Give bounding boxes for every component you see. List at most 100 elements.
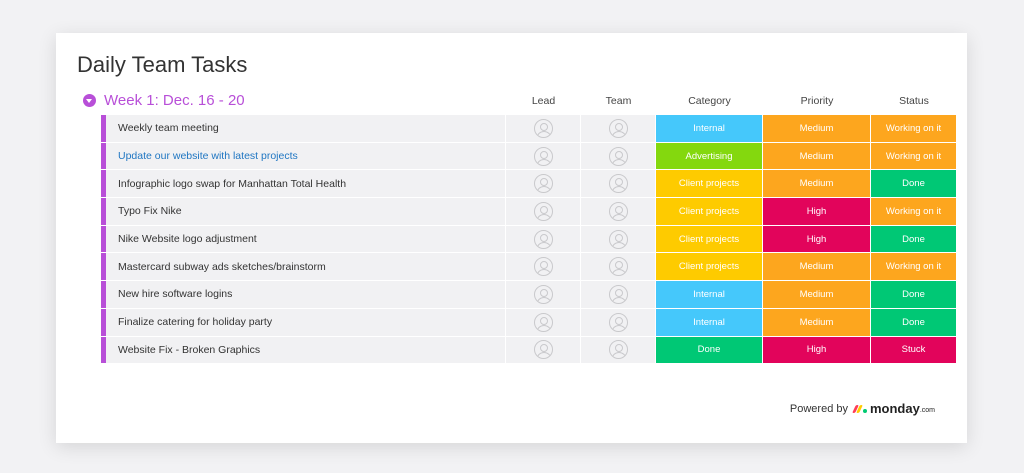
priority-cell[interactable]: Medium bbox=[762, 170, 870, 198]
status-cell[interactable]: Working on it bbox=[870, 198, 956, 225]
table-row: Typo Fix Nike Client projects High Working… bbox=[101, 198, 957, 226]
category-cell[interactable]: Done bbox=[655, 336, 762, 364]
team-cell[interactable] bbox=[580, 198, 655, 225]
table-row: Website Fix - Broken Graphics Done High St… bbox=[101, 336, 957, 365]
team-cell[interactable] bbox=[580, 281, 655, 308]
task-table: Weekly team meeting Internal Medium Workin… bbox=[101, 115, 957, 365]
person-icon bbox=[608, 201, 628, 221]
brand-name: monday bbox=[869, 401, 920, 416]
lead-cell[interactable] bbox=[505, 115, 580, 142]
table-row: New hire software logins Internal Medium D… bbox=[101, 281, 957, 309]
table-row: Nike Website logo adjustment Client proj… bbox=[101, 225, 957, 254]
person-icon bbox=[533, 284, 553, 304]
team-cell[interactable] bbox=[580, 253, 655, 281]
person-icon bbox=[608, 340, 628, 360]
category-cell[interactable]: Advertising bbox=[655, 142, 762, 170]
category-cell[interactable]: Internal bbox=[655, 308, 762, 336]
lead-cell[interactable] bbox=[505, 253, 580, 281]
lead-cell[interactable] bbox=[505, 198, 580, 225]
column-header-lead: Lead bbox=[531, 95, 556, 107]
category-cell[interactable]: Internal bbox=[655, 115, 762, 142]
group-color-bar bbox=[101, 281, 106, 308]
priority-cell[interactable]: High bbox=[762, 198, 870, 225]
lead-cell[interactable] bbox=[505, 142, 580, 170]
task-name[interactable]: Weekly team meeting bbox=[106, 115, 505, 142]
group-color-bar bbox=[101, 253, 106, 281]
lead-cell[interactable] bbox=[505, 336, 580, 364]
powered-by: Powered by monday .com bbox=[790, 401, 935, 416]
team-cell[interactable] bbox=[580, 225, 655, 253]
category-cell[interactable]: Client projects bbox=[655, 198, 762, 225]
group-color-bar bbox=[101, 336, 106, 364]
table-row: Weekly team meeting Internal Medium Workin… bbox=[101, 115, 957, 143]
group-color-bar bbox=[101, 225, 106, 253]
powered-by-text: Powered by bbox=[789, 402, 848, 415]
task-name[interactable]: Mastercard subway ads sketches/brainstor… bbox=[106, 253, 505, 281]
person-icon bbox=[533, 229, 553, 249]
priority-cell[interactable]: Medium bbox=[762, 308, 870, 336]
board-card: Daily Team Tasks Week 1: Dec. 16 - 20 Le… bbox=[56, 33, 967, 443]
team-cell[interactable] bbox=[580, 336, 655, 364]
status-cell[interactable]: Done bbox=[870, 170, 956, 198]
lead-cell[interactable] bbox=[505, 225, 580, 253]
category-cell[interactable]: Client projects bbox=[655, 170, 762, 198]
board-title: Daily Team Tasks bbox=[77, 52, 248, 77]
task-name[interactable]: Infographic logo swap for Manhattan Tota… bbox=[106, 170, 505, 198]
priority-cell[interactable]: Medium bbox=[762, 142, 870, 170]
priority-cell[interactable]: Medium bbox=[762, 281, 870, 308]
person-icon bbox=[533, 146, 553, 166]
task-name[interactable]: New hire software logins bbox=[106, 281, 505, 308]
column-header-category: Category bbox=[688, 95, 731, 107]
category-cell[interactable]: Client projects bbox=[655, 253, 762, 281]
person-icon bbox=[533, 118, 553, 138]
brand-suffix: .com bbox=[919, 407, 935, 414]
lead-cell[interactable] bbox=[505, 308, 580, 336]
team-cell[interactable] bbox=[580, 170, 655, 198]
lead-cell[interactable] bbox=[505, 281, 580, 308]
task-name[interactable]: Update our website with latest projects bbox=[106, 142, 505, 170]
group-header[interactable]: Week 1: Dec. 16 - 20 bbox=[83, 92, 245, 109]
person-icon bbox=[533, 174, 553, 194]
group-color-bar bbox=[101, 170, 106, 198]
priority-cell[interactable]: High bbox=[762, 225, 870, 253]
team-cell[interactable] bbox=[580, 115, 655, 142]
team-cell[interactable] bbox=[580, 142, 655, 170]
category-cell[interactable]: Internal bbox=[655, 281, 762, 308]
task-name[interactable]: Website Fix - Broken Graphics bbox=[106, 336, 505, 364]
person-icon bbox=[608, 118, 628, 138]
group-title: Week 1: Dec. 16 - 20 bbox=[104, 92, 245, 109]
table-row: Update our website with latest projects … bbox=[101, 142, 957, 171]
priority-cell[interactable]: Medium bbox=[762, 115, 870, 142]
group-color-bar bbox=[101, 308, 106, 336]
collapse-caret-icon[interactable] bbox=[83, 94, 96, 107]
priority-cell[interactable]: High bbox=[762, 336, 870, 364]
person-icon bbox=[608, 229, 628, 249]
task-name[interactable]: Nike Website logo adjustment bbox=[106, 225, 505, 253]
person-icon bbox=[533, 340, 553, 360]
column-header-status: Status bbox=[899, 95, 929, 107]
status-cell[interactable]: Done bbox=[870, 225, 956, 253]
status-cell[interactable]: Working on it bbox=[870, 142, 956, 170]
lead-cell[interactable] bbox=[505, 170, 580, 198]
team-cell[interactable] bbox=[580, 308, 655, 336]
priority-cell[interactable]: Medium bbox=[762, 253, 870, 281]
table-row: Finalize catering for holiday party Inte… bbox=[101, 308, 957, 337]
status-cell[interactable]: Done bbox=[870, 281, 956, 308]
category-cell[interactable]: Client projects bbox=[655, 225, 762, 253]
person-icon bbox=[608, 146, 628, 166]
person-icon bbox=[533, 257, 553, 277]
column-header-priority: Priority bbox=[800, 95, 834, 107]
person-icon bbox=[533, 201, 553, 221]
status-cell[interactable]: Working on it bbox=[870, 115, 956, 142]
group-color-bar bbox=[101, 198, 106, 225]
monday-logo: monday .com bbox=[852, 401, 935, 416]
status-cell[interactable]: Stuck bbox=[870, 336, 956, 364]
group-color-bar bbox=[101, 115, 106, 142]
group-color-bar bbox=[101, 142, 106, 170]
status-cell[interactable]: Done bbox=[870, 308, 956, 336]
person-icon bbox=[608, 312, 628, 332]
status-cell[interactable]: Working on it bbox=[870, 253, 956, 281]
table-row: Mastercard subway ads sketches/brainstor… bbox=[101, 253, 957, 282]
task-name[interactable]: Finalize catering for holiday party bbox=[106, 308, 505, 336]
task-name[interactable]: Typo Fix Nike bbox=[106, 198, 505, 225]
